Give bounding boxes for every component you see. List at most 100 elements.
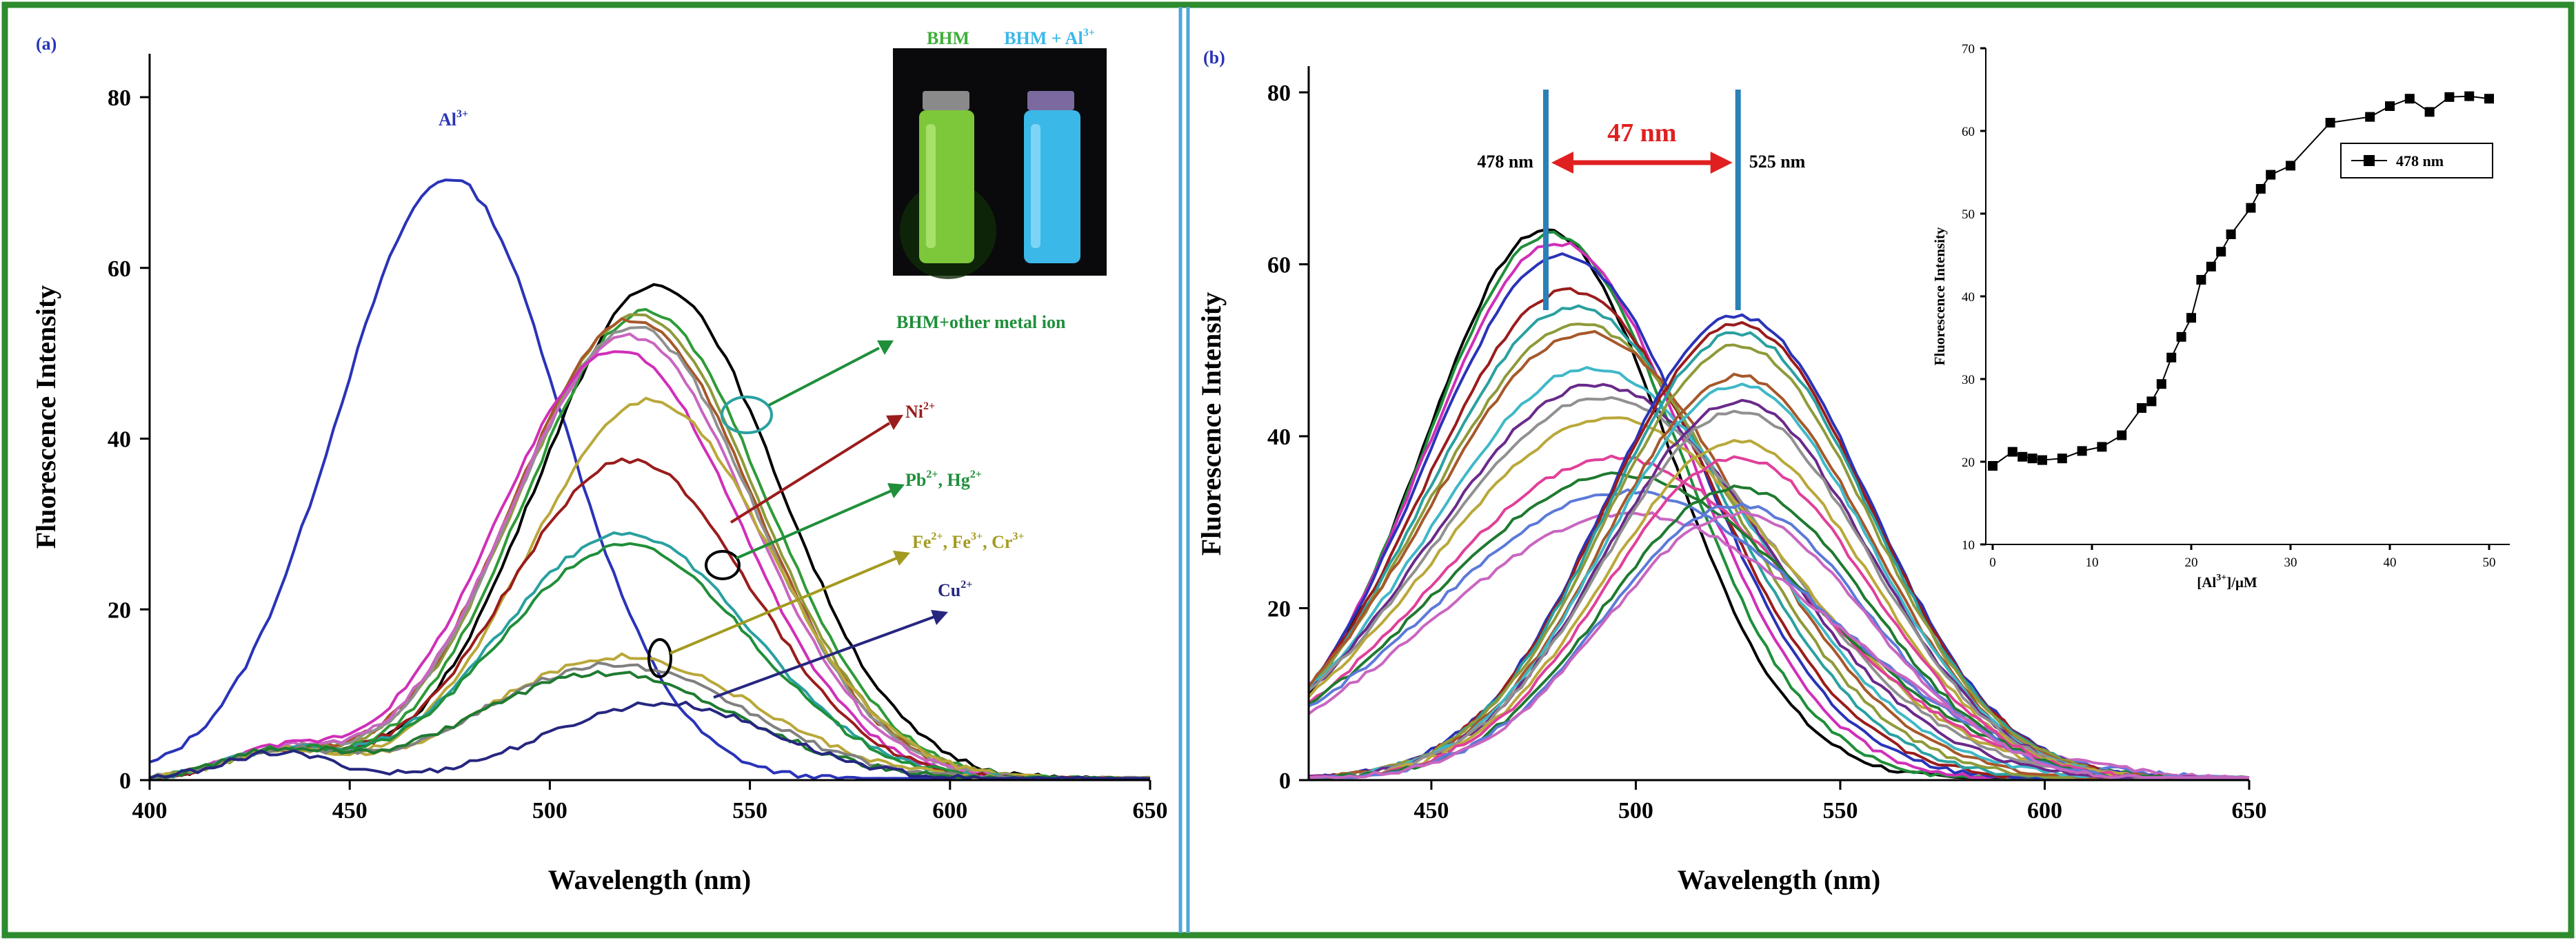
panel-b-x-label: Wavelength (nm) — [1678, 864, 1880, 895]
titration-spectrum-late-12 — [1309, 502, 2249, 779]
x-tick-label-a-650: 650 — [1133, 798, 1168, 824]
inset-point — [2077, 446, 2087, 456]
x-tick-label-b-450: 450 — [1413, 798, 1449, 824]
inset-point — [1988, 461, 1998, 471]
inset-point — [2137, 403, 2146, 413]
inset-point — [2226, 229, 2236, 239]
titration-spectrum-late-9 — [1309, 439, 2249, 779]
inset-point — [2206, 261, 2216, 272]
inset-point — [2037, 455, 2047, 465]
inset-x-label: [Al3+]/μM — [2197, 573, 2257, 591]
inset-point — [2464, 91, 2475, 101]
spectrum-cu2- — [149, 700, 1150, 780]
inset-x-tick-label-0: 0 — [1989, 555, 1996, 570]
arrow-cu — [713, 615, 935, 699]
inset-y-tick-label-10: 10 — [1962, 538, 1975, 553]
inset-y-label: Fluorescence Intensity — [1931, 227, 1948, 365]
x-tick-label-b-650: 650 — [2232, 798, 2267, 824]
inset-x-tick-label-50: 50 — [2483, 555, 2496, 570]
annotation-pb-hg: Pb2+, Hg2+ — [905, 469, 982, 490]
inset-point — [2196, 275, 2206, 285]
inset-point — [2176, 331, 2186, 342]
y-tick-label-a-80: 80 — [108, 85, 131, 111]
inset-legend-label: 478 nm — [2396, 152, 2444, 170]
marker-525nm-label: 525 nm — [1749, 152, 1806, 172]
inset-point — [2424, 107, 2435, 117]
inset-point — [2444, 92, 2455, 102]
inset-y-tick-label-60: 60 — [1962, 125, 1975, 139]
y-tick-label-b-40: 40 — [1267, 425, 1291, 450]
panel-b-spectra — [1307, 228, 2250, 779]
annotation-fe-cr: Fe2+, Fe3+, Cr3+ — [912, 531, 1025, 552]
panel-a-ticks: 400 450 500 550 600 650 0 20 40 60 80 — [108, 85, 1168, 824]
y-tick-label-b-0: 0 — [1279, 768, 1291, 794]
inset-y-tick-label-20: 20 — [1962, 456, 1975, 470]
inset-legend: 478 nm — [2340, 143, 2493, 178]
y-tick-label-a-40: 40 — [108, 427, 131, 453]
panel-a-label: (a) — [36, 34, 57, 54]
annotation-al3: Al3+ — [439, 108, 468, 130]
inset-ticks: 0 10 20 30 40 50 10 20 30 40 50 60 70 — [1962, 42, 2496, 570]
ring-fe-cr — [647, 638, 672, 678]
arrow-pb-hg — [736, 489, 892, 560]
panel-a: (a) 400 450 500 550 600 650 0 20 40 60 80 Waveleng… — [30, 27, 1168, 895]
y-tick-label-a-20: 20 — [108, 597, 131, 623]
x-tick-label-b-550: 550 — [1822, 798, 1858, 824]
inset-point — [2365, 112, 2375, 122]
shift-label: 47 nm — [1607, 119, 1676, 147]
shift-arrow-head-left — [1551, 152, 1573, 174]
inset-point — [2097, 442, 2107, 452]
inset-x-tick-label-10: 10 — [2086, 555, 2099, 570]
x-tick-label-a-400: 400 — [132, 798, 168, 824]
x-tick-label-a-600: 600 — [932, 798, 967, 824]
inset-point — [2255, 184, 2266, 194]
photo-label-bhm: BHM — [927, 28, 969, 48]
inset-point — [2186, 313, 2196, 323]
panel-a-x-label: Wavelength (nm) — [548, 864, 751, 895]
annotation-other-metals: BHM+other metal ion — [896, 312, 1066, 332]
inset-point — [2266, 170, 2276, 180]
x-tick-label-a-550: 550 — [732, 798, 767, 824]
inset-x-tick-label-20: 20 — [2185, 555, 2198, 570]
annotation-cu: Cu2+ — [938, 579, 972, 600]
inset-point — [2027, 453, 2037, 464]
arrow-ni — [729, 422, 891, 524]
inset-point — [2216, 247, 2226, 257]
titration-spectrum-late-2 — [1309, 320, 2249, 779]
panel-b-label: (b) — [1203, 48, 1225, 68]
panel-a-y-label: Fluorescence Intensity — [30, 285, 61, 549]
inset-point — [2286, 161, 2295, 171]
inset-point — [2325, 118, 2335, 127]
y-tick-label-b-60: 60 — [1267, 253, 1291, 278]
titration-spectrum-late-13 — [1308, 510, 2249, 779]
inset-y-tick-label-50: 50 — [1962, 207, 1975, 222]
inset-point — [2404, 94, 2415, 104]
inset-point — [2156, 379, 2166, 389]
photo-label-bhm-al: BHM + Al3+ — [1004, 27, 1095, 48]
y-tick-label-a-60: 60 — [108, 256, 131, 282]
x-tick-label-b-600: 600 — [2027, 798, 2062, 824]
inset-y-tick-label-70: 70 — [1962, 42, 1975, 57]
inset-x-tick-label-40: 40 — [2384, 555, 2397, 570]
titration-spectrum-16 — [1307, 511, 2250, 779]
y-tick-label-b-80: 80 — [1267, 81, 1291, 106]
arrow-other-metals — [768, 347, 880, 407]
x-tick-label-a-450: 450 — [332, 798, 368, 824]
inset-titration-plot: 0 10 20 30 40 50 10 20 30 40 50 60 70 [Al3+]/μM Fluo… — [1931, 42, 2510, 591]
y-tick-label-b-20: 20 — [1267, 597, 1291, 622]
inset-point — [2117, 430, 2127, 440]
inset-point — [2484, 94, 2494, 104]
inset-x-tick-label-30: 30 — [2284, 555, 2297, 570]
x-tick-label-a-500: 500 — [532, 798, 567, 824]
vial-left-cap — [923, 91, 969, 110]
annotation-ni: Ni2+ — [905, 400, 935, 422]
inset-point — [2246, 203, 2256, 213]
inset-point — [2017, 451, 2028, 462]
inset-point — [2057, 453, 2067, 464]
inset-points — [1988, 91, 2494, 471]
inset-point — [2166, 352, 2177, 362]
arrow-fe-cr — [670, 557, 897, 655]
